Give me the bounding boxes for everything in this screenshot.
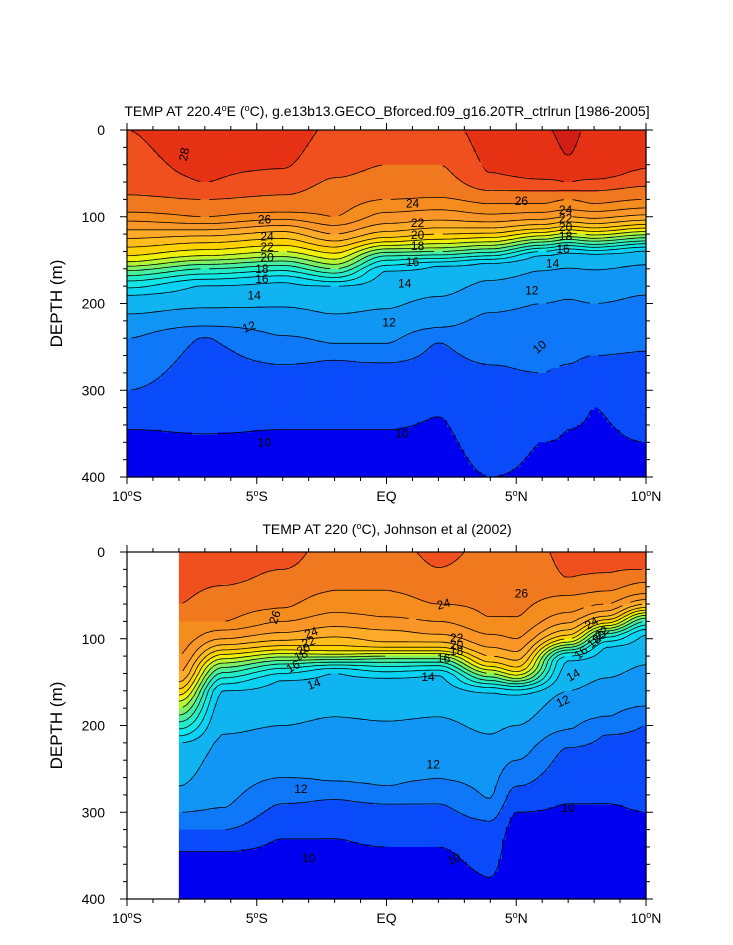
panel-model: TEMP AT 220.4oE (oC), g.e13b13.GECO_Bfor… [47,103,661,504]
figure: TEMP AT 220.4oE (oC), g.e13b13.GECO_Bfor… [0,0,733,945]
panel-model-plot-area [127,130,647,478]
panel-model-title: TEMP AT 220.4oE (oC), g.e13b13.GECO_Bfor… [124,103,649,119]
